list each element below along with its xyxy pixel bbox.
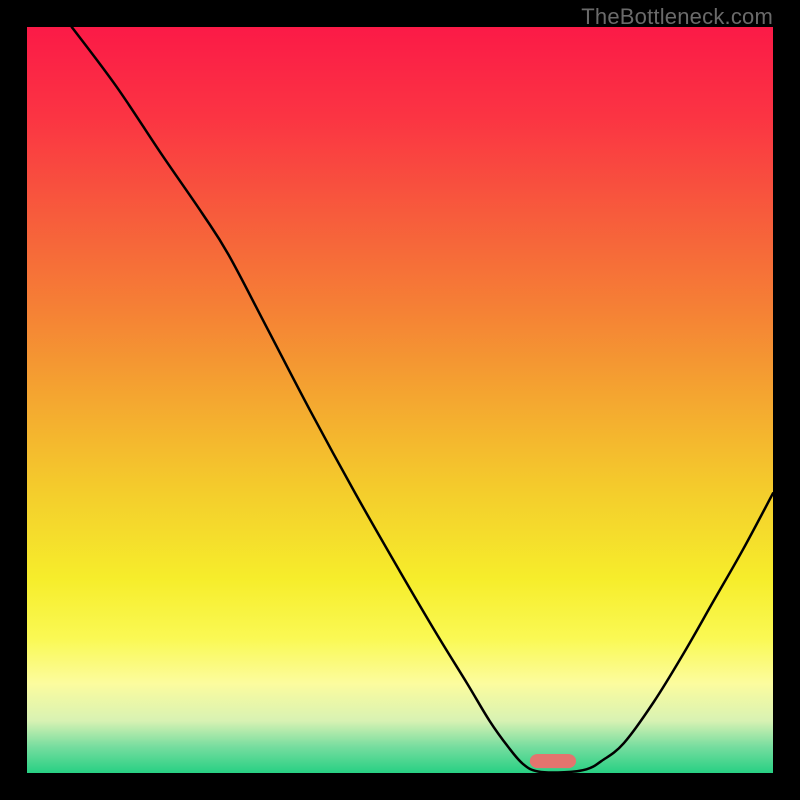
curve-line bbox=[72, 27, 773, 773]
marker-pill bbox=[530, 754, 576, 768]
chart-overlay bbox=[27, 27, 773, 773]
chart-plot-area bbox=[27, 27, 773, 773]
